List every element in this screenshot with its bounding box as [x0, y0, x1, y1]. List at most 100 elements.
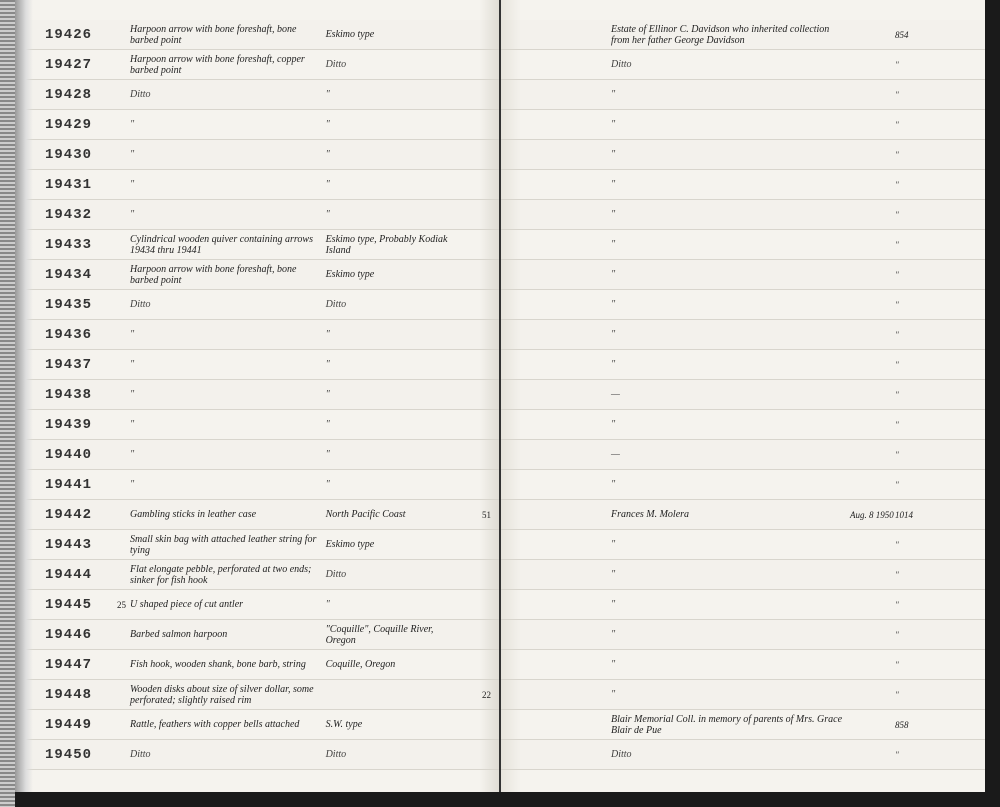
- source-donor: —: [611, 449, 850, 460]
- ledger-row: 1944525U shaped piece of cut antler": [15, 590, 499, 620]
- margin-note: 25: [105, 600, 130, 610]
- source-donor: Ditto: [611, 749, 850, 760]
- ledger-row: "": [501, 170, 985, 200]
- locality: Ditto: [326, 749, 461, 760]
- catalog-number: 19443: [45, 537, 105, 553]
- reference-number: ": [895, 330, 935, 340]
- reference-number: ": [895, 90, 935, 100]
- reference-number: ": [895, 630, 935, 640]
- catalog-number: 19441: [45, 477, 105, 493]
- catalog-number: 19450: [45, 747, 105, 763]
- reference-number: ": [895, 690, 935, 700]
- reference-number: ": [895, 150, 935, 160]
- catalog-number: 19434: [45, 267, 105, 283]
- catalog-number: 19433: [45, 237, 105, 253]
- ledger-row: "": [501, 470, 985, 500]
- catalog-number: 19436: [45, 327, 105, 343]
- ledger-row: 19432"": [15, 200, 499, 230]
- ledger-row: 19430"": [15, 140, 499, 170]
- locality: ": [326, 419, 461, 430]
- locality: Ditto: [326, 569, 461, 580]
- left-page: 19426 Harpoon arrow with bone foreshaft, …: [15, 0, 501, 792]
- ledger-row: "": [501, 140, 985, 170]
- reference-number: ": [895, 540, 935, 550]
- locality: ": [326, 329, 461, 340]
- catalog-number: 19446: [45, 627, 105, 643]
- catalog-number: 19448: [45, 687, 105, 703]
- source-donor: ": [611, 539, 850, 550]
- locality: Eskimo type, Probably Kodiak Island: [326, 234, 461, 256]
- ledger-row: 19433 Cylindrical wooden quiver containin…: [15, 230, 499, 260]
- catalog-number: 19442: [45, 507, 105, 523]
- source-donor: ": [611, 299, 850, 310]
- date: Aug. 8 1950: [850, 510, 895, 520]
- locality: North Pacific Coast: [326, 509, 461, 520]
- reference-number: ": [895, 600, 935, 610]
- description: ": [130, 359, 326, 370]
- ledger-book: 19426 Harpoon arrow with bone foreshaft, …: [15, 0, 985, 792]
- ledger-row: Estate of Ellinor C. Davidson who inheri…: [501, 20, 985, 50]
- left-page-endnote: 22: [461, 690, 491, 700]
- catalog-number: 19438: [45, 387, 105, 403]
- locality: ": [326, 209, 461, 220]
- description: Gambling sticks in leather case: [130, 509, 326, 520]
- reference-number: 854: [895, 30, 935, 40]
- ledger-row: "": [501, 260, 985, 290]
- source-donor: ": [611, 599, 850, 610]
- reference-number: ": [895, 180, 935, 190]
- source-donor: Blair Memorial Coll. in memory of parent…: [611, 714, 850, 736]
- source-donor: ": [611, 569, 850, 580]
- locality: ": [326, 359, 461, 370]
- ledger-row: 19436 "": [15, 320, 499, 350]
- ledger-row: "": [501, 530, 985, 560]
- locality: ": [326, 479, 461, 490]
- locality: "Coquille", Coquille River, Oregon: [326, 624, 461, 646]
- description: ": [130, 329, 326, 340]
- ledger-row: "": [501, 110, 985, 140]
- reference-number: ": [895, 750, 935, 760]
- source-donor: ": [611, 479, 850, 490]
- source-donor: Frances M. Molera: [611, 509, 850, 520]
- catalog-number: 19449: [45, 717, 105, 733]
- catalog-number: 19429: [45, 117, 105, 133]
- source-donor: ": [611, 149, 850, 160]
- page-tabs: [0, 0, 15, 807]
- ledger-row: "": [501, 410, 985, 440]
- ledger-row: 19428Ditto": [15, 80, 499, 110]
- reference-number: ": [895, 390, 935, 400]
- ledger-row: 19446Barbed salmon harpoon"Coquille", Co…: [15, 620, 499, 650]
- ledger-row: 19434Harpoon arrow with bone foreshaft, …: [15, 260, 499, 290]
- right-page: Estate of Ellinor C. Davidson who inheri…: [501, 0, 985, 792]
- source-donor: ": [611, 689, 850, 700]
- catalog-number: 19426: [45, 27, 105, 43]
- source-donor: ": [611, 209, 850, 220]
- description: Small skin bag with attached leather str…: [130, 534, 326, 556]
- description: Harpoon arrow with bone foreshaft, bone …: [130, 24, 326, 46]
- locality: ": [326, 599, 461, 610]
- ledger-row: 19438"": [15, 380, 499, 410]
- reference-number: ": [895, 450, 935, 460]
- ledger-row: 19450DittoDitto: [15, 740, 499, 770]
- left-page-endnote: 51: [461, 510, 491, 520]
- ledger-row: 19427Harpoon arrow with bone foreshaft, …: [15, 50, 499, 80]
- source-donor: ": [611, 629, 850, 640]
- locality: Eskimo type: [326, 29, 461, 40]
- description: Cylindrical wooden quiver containing arr…: [130, 234, 326, 256]
- locality: ": [326, 179, 461, 190]
- locality: ": [326, 149, 461, 160]
- ledger-row: "": [501, 650, 985, 680]
- catalog-number: 19430: [45, 147, 105, 163]
- ledger-row: 19441"": [15, 470, 499, 500]
- ledger-row: "": [501, 620, 985, 650]
- description: ": [130, 449, 326, 460]
- reference-number: 1014: [895, 510, 935, 520]
- locality: Coquille, Oregon: [326, 659, 461, 670]
- catalog-number: 19440: [45, 447, 105, 463]
- reference-number: 858: [895, 720, 935, 730]
- ledger-row: "": [501, 590, 985, 620]
- locality: ": [326, 119, 461, 130]
- locality: ": [326, 389, 461, 400]
- ledger-row: "": [501, 230, 985, 260]
- ledger-row: 19439"": [15, 410, 499, 440]
- description: Ditto: [130, 299, 326, 310]
